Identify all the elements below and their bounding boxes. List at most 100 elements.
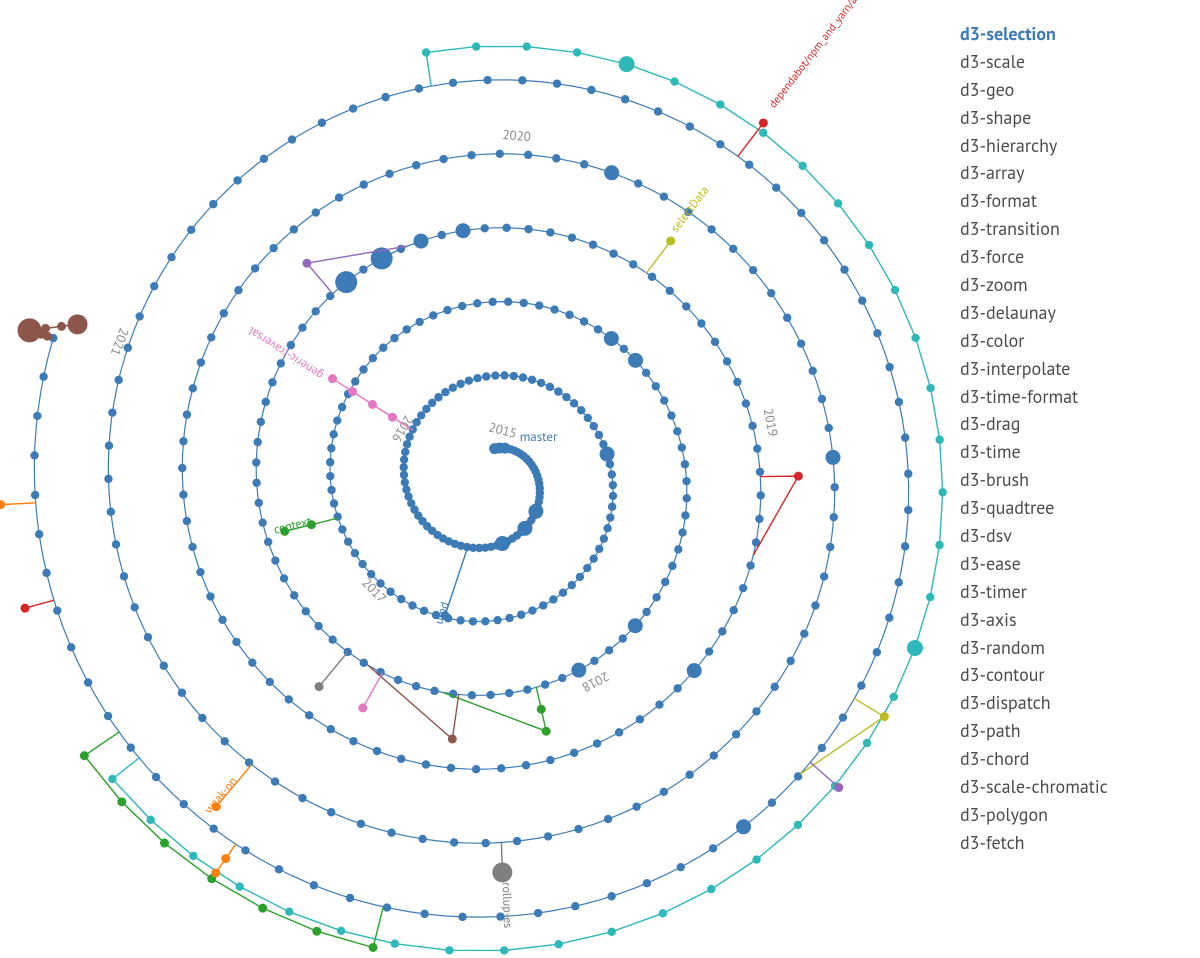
commit-node[interactable] <box>504 298 512 306</box>
commit-node[interactable] <box>178 689 186 697</box>
commit-node[interactable] <box>458 913 466 921</box>
commit-node[interactable] <box>767 289 775 297</box>
commit-node[interactable] <box>584 414 592 422</box>
commit-node[interactable] <box>288 135 296 143</box>
commit-node[interactable] <box>499 443 510 454</box>
commit-node[interactable] <box>107 508 115 516</box>
commit-node[interactable] <box>127 743 135 751</box>
commit-node[interactable] <box>473 299 481 307</box>
commit-node[interactable] <box>589 241 597 249</box>
commit-node[interactable] <box>652 593 660 601</box>
commit-node[interactable] <box>481 839 489 847</box>
commit-node[interactable] <box>211 868 220 877</box>
commit-node[interactable] <box>825 450 840 465</box>
commit-node[interactable] <box>682 302 690 310</box>
commit-node[interactable] <box>329 430 337 438</box>
commit-node[interactable] <box>198 714 206 722</box>
commit-node[interactable] <box>497 764 505 772</box>
commit-node[interactable] <box>559 588 567 596</box>
commit-node[interactable] <box>742 399 750 407</box>
commit-node[interactable] <box>772 183 780 191</box>
commit-node[interactable] <box>312 208 320 216</box>
commit-node[interactable] <box>42 569 50 577</box>
commit-node[interactable] <box>710 751 718 759</box>
commit-node[interactable] <box>926 593 934 601</box>
commit-node[interactable] <box>180 800 188 808</box>
commit-node[interactable] <box>697 319 705 327</box>
commit-node[interactable] <box>120 572 128 580</box>
commit-node[interactable] <box>357 820 365 828</box>
commit-node[interactable] <box>682 477 690 485</box>
commit-node[interactable] <box>388 413 397 422</box>
commit-node[interactable] <box>517 611 525 619</box>
legend-item-d3-force[interactable]: d3-force <box>960 243 1170 271</box>
commit-node[interactable] <box>337 927 345 935</box>
commit-node[interactable] <box>809 367 817 375</box>
commit-node[interactable] <box>683 494 691 502</box>
commit-node[interactable] <box>577 406 585 414</box>
commit-node[interactable] <box>595 545 603 553</box>
commit-node[interactable] <box>302 259 311 268</box>
commit-node[interactable] <box>768 799 776 807</box>
commit-node[interactable] <box>197 358 205 366</box>
commit-node[interactable] <box>685 771 693 779</box>
commit-node[interactable] <box>885 363 893 371</box>
commit-node[interactable] <box>130 603 138 611</box>
commit-node[interactable] <box>441 388 449 396</box>
commit-node[interactable] <box>826 543 834 551</box>
commit-node[interactable] <box>114 376 122 384</box>
commit-node[interactable] <box>619 56 635 72</box>
legend-item-d3-random[interactable]: d3-random <box>960 634 1170 662</box>
commit-node[interactable] <box>17 318 41 342</box>
commit-node[interactable] <box>187 226 195 234</box>
commit-node[interactable] <box>402 325 410 333</box>
commit-node[interactable] <box>642 608 650 616</box>
commit-node[interactable] <box>739 584 747 592</box>
commit-node[interactable] <box>438 231 446 239</box>
commit-node[interactable] <box>723 357 731 365</box>
commit-node[interactable] <box>318 119 326 127</box>
commit-node[interactable] <box>178 464 186 472</box>
commit-node[interactable] <box>500 371 508 379</box>
commit-node[interactable] <box>901 433 909 441</box>
commit-node[interactable] <box>335 271 357 293</box>
commit-node[interactable] <box>574 825 582 833</box>
commit-node[interactable] <box>523 42 531 50</box>
commit-node[interactable] <box>359 365 367 373</box>
commit-node[interactable] <box>895 398 903 406</box>
commit-node[interactable] <box>736 819 751 834</box>
commit-node[interactable] <box>589 554 597 562</box>
commit-node[interactable] <box>629 260 637 268</box>
commit-node[interactable] <box>41 324 50 333</box>
commit-node[interactable] <box>394 676 402 684</box>
commit-node[interactable] <box>748 422 756 430</box>
commit-node[interactable] <box>196 568 204 576</box>
commit-node[interactable] <box>798 162 806 170</box>
commit-node[interactable] <box>401 478 409 486</box>
commit-node[interactable] <box>834 199 842 207</box>
commit-node[interactable] <box>716 140 724 148</box>
commit-node[interactable] <box>609 481 617 489</box>
commit-node[interactable] <box>472 765 480 773</box>
commit-node[interactable] <box>445 946 453 954</box>
commit-node[interactable] <box>434 393 442 401</box>
commit-node[interactable] <box>707 225 715 233</box>
commit-node[interactable] <box>642 369 650 377</box>
commit-node[interactable] <box>439 155 447 163</box>
commit-node[interactable] <box>759 129 767 137</box>
commit-node[interactable] <box>335 193 343 201</box>
legend-item-d3-contour[interactable]: d3-contour <box>960 661 1170 689</box>
commit-node[interactable] <box>469 617 477 625</box>
commit-node[interactable] <box>400 471 408 479</box>
commit-node[interactable] <box>397 595 405 603</box>
commit-node[interactable] <box>546 756 554 764</box>
commit-node[interactable] <box>252 458 260 466</box>
legend-item-d3-time[interactable]: d3-time <box>960 438 1170 466</box>
commit-node[interactable] <box>220 309 228 317</box>
commit-node[interactable] <box>349 737 357 745</box>
legend-item-d3-selection[interactable]: d3-selection <box>960 20 1170 48</box>
commit-node[interactable] <box>349 104 357 112</box>
commit-node[interactable] <box>333 512 341 520</box>
commit-node[interactable] <box>797 340 805 348</box>
commit-node[interactable] <box>245 758 253 766</box>
